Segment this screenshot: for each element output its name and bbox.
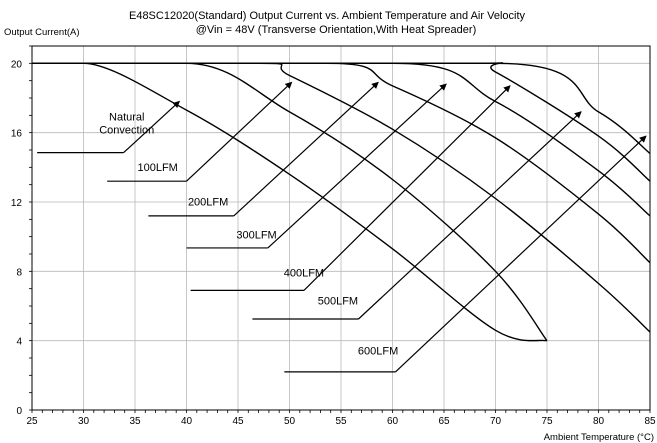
y-tick-label: 0 xyxy=(16,406,22,417)
x-tick-label: 60 xyxy=(387,416,399,427)
x-tick-label: 30 xyxy=(78,416,90,427)
annotation-arrow-200lfm xyxy=(233,81,379,217)
annotation-arrow-400lfm xyxy=(303,85,511,291)
annotation-label-300lfm: 300LFM xyxy=(236,229,276,241)
x-tick-label: 25 xyxy=(26,416,38,427)
x-tick-label: 75 xyxy=(541,416,553,427)
x-tick-label: 50 xyxy=(284,416,296,427)
series-line-600lfm xyxy=(32,62,651,155)
x-tick-label: 85 xyxy=(644,416,656,427)
y-tick-label: 16 xyxy=(11,129,23,140)
series-line-natural-convection xyxy=(32,62,548,342)
x-tick-label: 35 xyxy=(129,416,141,427)
x-tick-label: 55 xyxy=(335,416,347,427)
annotation-label-400lfm: 400LFM xyxy=(284,268,324,280)
annotation-label-600lfm: 600LFM xyxy=(358,346,398,358)
y-axis-label: Output Current(A) xyxy=(4,27,80,38)
annotation-label-500lfm: 500LFM xyxy=(318,295,358,307)
x-tick-label: 65 xyxy=(438,416,450,427)
y-tick-label: 20 xyxy=(11,59,23,70)
chart-title: E48SC12020(Standard) Output Current vs. … xyxy=(129,10,526,22)
annotation-label-100lfm: 100LFM xyxy=(137,162,177,174)
annotation-arrow-300lfm xyxy=(267,83,447,249)
chart-subtitle: @Vin = 48V (Transverse Orientation,With … xyxy=(196,24,476,36)
y-tick-label: 8 xyxy=(16,267,22,278)
ticks: 25 30 35 40 45 50 55 60 65 70 75 80 85 0 4 8 12 16 20 xyxy=(11,45,656,427)
x-axis-label: Ambient Temperature (°C) xyxy=(544,432,654,443)
annotation-label-200lfm: 200LFM xyxy=(188,196,228,208)
y-tick-label: 12 xyxy=(11,198,23,209)
annotation-arrow-100lfm xyxy=(186,81,293,182)
annotation-arrow-natural-convection xyxy=(123,100,181,154)
x-tick-label: 70 xyxy=(490,416,502,427)
annotation-arrow-500lfm xyxy=(358,111,582,320)
annotation-arrow-600lfm xyxy=(395,135,647,373)
x-tick-label: 45 xyxy=(232,416,244,427)
x-tick-label: 40 xyxy=(181,416,193,427)
annotation-label-natural-convection: Convection xyxy=(99,125,154,137)
x-tick-label: 80 xyxy=(593,416,605,427)
plot-frame xyxy=(31,45,651,411)
annotation-label-natural-convection: Natural xyxy=(109,112,144,124)
series-curves xyxy=(32,62,651,342)
y-tick-label: 4 xyxy=(16,337,22,348)
